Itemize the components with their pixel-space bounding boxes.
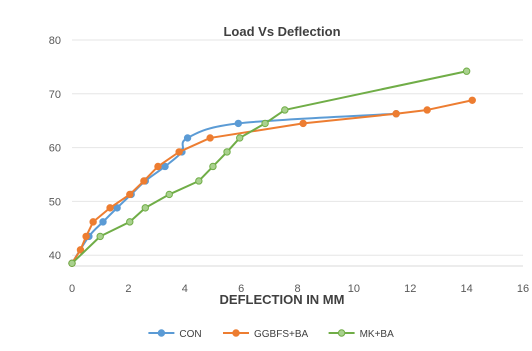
data-point (155, 163, 161, 169)
data-point (141, 178, 147, 184)
data-point (166, 191, 172, 197)
y-tick-label: 70 (49, 89, 61, 101)
data-point (176, 149, 182, 155)
x-tick-label: 4 (182, 283, 188, 295)
legend-marker (338, 330, 344, 336)
data-point (142, 205, 148, 211)
data-point (184, 135, 190, 141)
legend-label: CON (179, 329, 201, 340)
data-point (469, 97, 475, 103)
legend-marker (233, 330, 239, 336)
x-tick-label: 10 (348, 283, 360, 295)
x-tick-label: 16 (517, 283, 529, 295)
data-point (196, 178, 202, 184)
data-point (393, 111, 399, 117)
data-point (224, 149, 230, 155)
data-point (100, 219, 106, 225)
legend-label: GGBFS+BA (254, 329, 309, 340)
x-axis-label: DEFLECTION IN MM (220, 292, 345, 307)
data-point (424, 107, 430, 113)
x-tick-label: 0 (69, 283, 75, 295)
data-point (300, 120, 306, 126)
data-point (107, 205, 113, 211)
x-tick-label: 2 (125, 283, 131, 295)
data-point (282, 107, 288, 113)
data-point (210, 163, 216, 169)
data-point (97, 233, 103, 239)
data-point (127, 191, 133, 197)
y-tick-label: 80 (49, 35, 61, 47)
data-point (235, 120, 241, 126)
y-tick-label: 60 (49, 143, 61, 155)
data-point (463, 68, 469, 74)
data-point (262, 120, 268, 126)
data-point (207, 135, 213, 141)
data-point (90, 219, 96, 225)
legend-label: MK+BA (360, 329, 395, 340)
legend-marker (158, 330, 164, 336)
data-point (69, 260, 75, 266)
data-point (237, 135, 243, 141)
x-tick-label: 14 (461, 283, 473, 295)
y-tick-label: 40 (49, 250, 61, 262)
x-tick-label: 12 (404, 283, 416, 295)
y-tick-label: 50 (49, 196, 61, 208)
chart-title: Load Vs Deflection (223, 24, 340, 39)
data-point (83, 233, 89, 239)
data-point (127, 219, 133, 225)
